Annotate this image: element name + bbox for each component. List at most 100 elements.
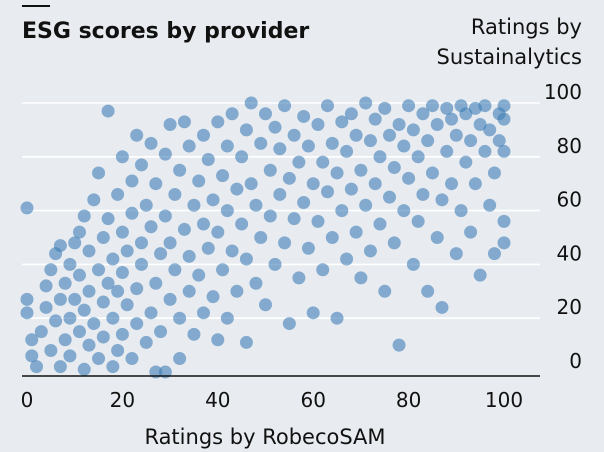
data-point	[182, 249, 196, 263]
data-point	[77, 362, 91, 376]
data-point	[44, 343, 58, 357]
data-point	[158, 209, 172, 223]
data-point	[311, 214, 325, 228]
data-point	[244, 177, 258, 191]
data-point	[25, 333, 39, 347]
data-point	[182, 284, 196, 298]
data-point	[268, 120, 282, 134]
data-point	[492, 134, 506, 148]
data-point	[435, 193, 449, 207]
data-point	[497, 99, 511, 113]
data-point	[483, 123, 497, 137]
y-tick-label: 0	[569, 349, 582, 373]
data-point	[149, 276, 163, 290]
data-point	[72, 268, 86, 282]
data-point	[163, 118, 177, 132]
data-point	[77, 209, 91, 223]
data-point	[497, 112, 511, 126]
data-point	[325, 136, 339, 150]
y-tick-label: 100	[544, 80, 582, 104]
data-point	[96, 330, 110, 344]
data-point	[478, 99, 492, 113]
data-point	[254, 136, 268, 150]
data-point	[449, 247, 463, 261]
data-point	[63, 311, 77, 325]
data-point	[368, 112, 382, 126]
data-point	[487, 166, 501, 180]
data-point	[430, 118, 444, 132]
data-point	[421, 134, 435, 148]
data-point	[483, 198, 497, 212]
data-point	[497, 236, 511, 250]
data-point	[125, 352, 139, 366]
data-point	[30, 360, 44, 374]
data-point	[196, 306, 210, 320]
data-point	[144, 220, 158, 234]
data-point	[397, 204, 411, 218]
y-tick-label: 60	[557, 188, 582, 212]
data-point	[368, 177, 382, 191]
data-point	[201, 152, 215, 166]
data-point	[120, 244, 134, 258]
x-tick-label: 80	[396, 388, 421, 412]
data-point	[163, 292, 177, 306]
data-point	[440, 144, 454, 158]
data-point	[383, 128, 397, 142]
data-point	[425, 166, 439, 180]
data-point	[459, 107, 473, 121]
data-point	[316, 263, 330, 277]
data-point	[225, 107, 239, 121]
data-point	[402, 99, 416, 113]
data-point	[39, 279, 53, 293]
data-point	[244, 96, 258, 110]
data-point	[373, 217, 387, 231]
data-point	[363, 244, 377, 258]
data-point	[316, 155, 330, 169]
y-tick-label: 20	[557, 295, 582, 319]
data-point	[306, 177, 320, 191]
data-point	[406, 257, 420, 271]
data-point	[235, 150, 249, 164]
data-point	[25, 349, 39, 363]
data-point	[349, 225, 363, 239]
data-point	[115, 265, 129, 279]
data-point	[53, 292, 67, 306]
data-point	[154, 325, 168, 339]
y-tick-label: 40	[557, 241, 582, 265]
data-point	[220, 311, 234, 325]
x-tick-label: 0	[21, 388, 34, 412]
data-point	[301, 241, 315, 255]
data-point	[497, 214, 511, 228]
data-point	[416, 107, 430, 121]
x-tick-label: 100	[485, 388, 523, 412]
data-point	[58, 276, 72, 290]
data-point	[101, 276, 115, 290]
data-point	[445, 177, 459, 191]
data-point	[311, 118, 325, 132]
data-point	[192, 268, 206, 282]
data-point	[416, 187, 430, 201]
data-point	[182, 139, 196, 153]
data-point	[454, 204, 468, 218]
x-tick-label: 20	[110, 388, 135, 412]
data-point	[63, 257, 77, 271]
data-point	[287, 212, 301, 226]
data-point	[216, 263, 230, 277]
data-point	[177, 115, 191, 129]
data-point	[335, 115, 349, 129]
data-point	[421, 284, 435, 298]
data-point	[92, 263, 106, 277]
data-point	[464, 225, 478, 239]
data-point	[349, 128, 363, 142]
data-point	[63, 349, 77, 363]
data-point	[359, 96, 373, 110]
data-point	[239, 252, 253, 266]
data-point	[292, 155, 306, 169]
data-point	[220, 139, 234, 153]
data-point	[282, 171, 296, 185]
data-point	[196, 217, 210, 231]
data-point	[445, 112, 459, 126]
data-point	[177, 222, 191, 236]
data-point	[68, 236, 82, 250]
data-point	[168, 263, 182, 277]
